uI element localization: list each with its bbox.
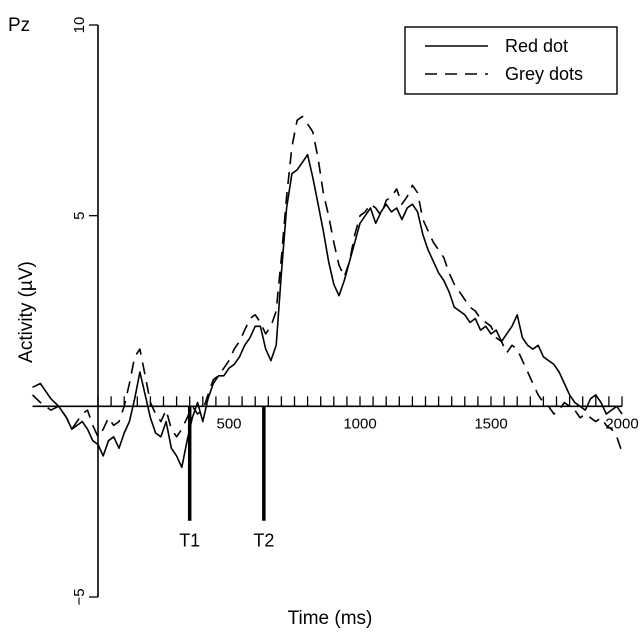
markers-layer: T1 T2 — [179, 406, 274, 551]
legend: Red dot Grey dots — [404, 26, 618, 95]
x-tick-labels: 500 1000 1500 2000 — [216, 415, 638, 432]
y-tick-label--5: −5 — [71, 588, 88, 605]
x-minor-ticks — [97, 396, 623, 407]
legend-label-red-dot: Red dot — [505, 36, 568, 56]
series-layer — [31, 115, 623, 469]
x-tick-label-1500: 1500 — [474, 415, 507, 432]
x-tick-label-2000: 2000 — [605, 415, 638, 432]
series-line-red-dot — [32, 153, 623, 469]
x-axis-label: Time (ms) — [288, 608, 373, 629]
legend-box — [404, 26, 618, 95]
series-line-grey-dots — [31, 115, 623, 453]
channel-label: Pz — [8, 15, 30, 36]
y-tick-label-5: 5 — [71, 211, 88, 219]
x-tick-label-1000: 1000 — [343, 415, 376, 432]
axes-layer: 500 1000 1500 2000 −5 5 10 — [32, 17, 639, 606]
legend-label-grey-dots: Grey dots — [505, 64, 583, 84]
marker-label-t2: T2 — [253, 531, 274, 551]
y-ticks: −5 5 10 — [71, 17, 98, 606]
y-tick-label-10: 10 — [71, 17, 88, 34]
marker-label-t1: T1 — [179, 531, 200, 551]
y-axis-label: Activity (µV) — [16, 261, 37, 363]
x-tick-label-500: 500 — [216, 415, 241, 432]
